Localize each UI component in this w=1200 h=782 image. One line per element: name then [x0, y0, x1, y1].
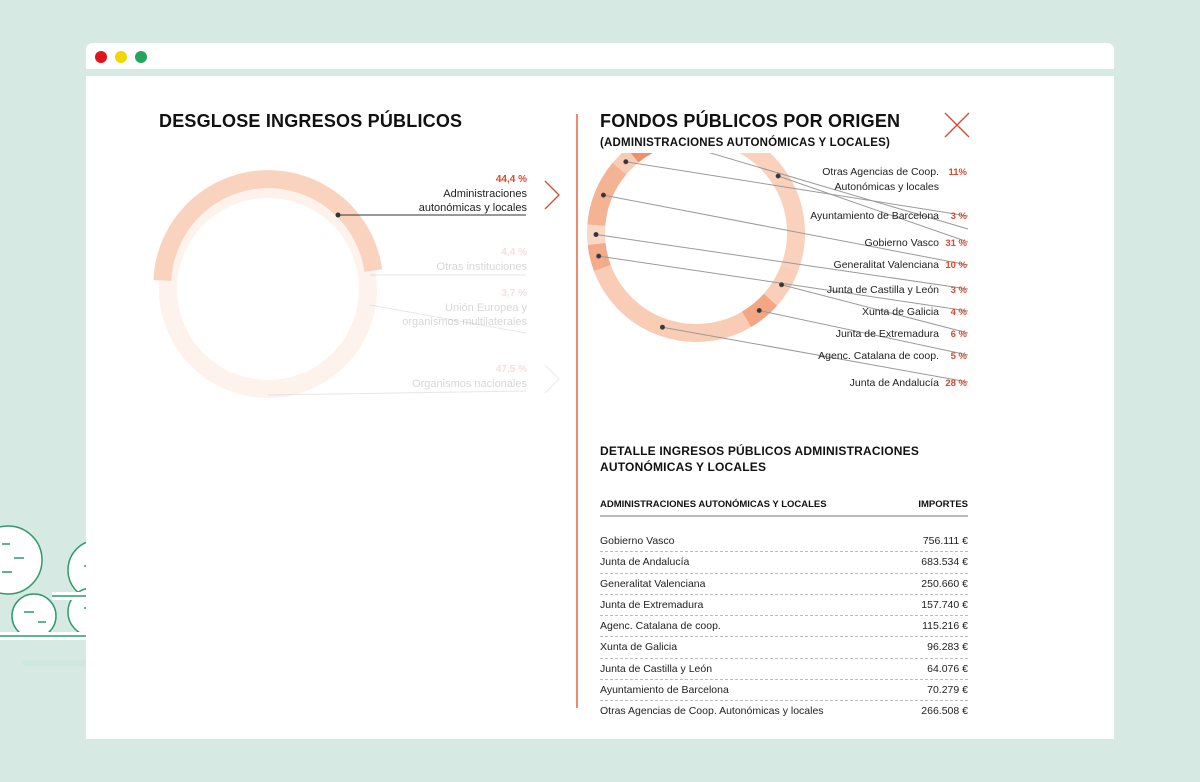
close-icon[interactable] [944, 112, 970, 138]
right-legend-item-gobierno-vasco[interactable]: Gobierno Vasco 31 % [864, 237, 967, 249]
table-header: ADMINISTRACIONES AUTONÓMICAS Y LOCALES I… [600, 499, 968, 517]
leader-dot-agenc-catalana [756, 307, 762, 313]
expand-administraciones-chevron[interactable] [544, 180, 560, 210]
section-divider [576, 114, 578, 708]
left-donut-chart [153, 170, 560, 398]
right-legend-item-otras-agencias[interactable]: Otras Agencias de Coop. 11% Autonómicas y… [822, 166, 967, 193]
leader-line-ayuntamiento-barcelona [625, 161, 969, 217]
detail-table: ADMINISTRACIONES AUTONÓMICAS Y LOCALES I… [600, 499, 968, 722]
leader-line-gobierno-vasco [777, 175, 969, 243]
right-legend-item-generalitat-valenciana[interactable]: Generalitat Valenciana 10 % [833, 259, 967, 271]
right-legend-item-agenc-catalana[interactable]: Agenc. Catalana de coop. 5 % [818, 350, 967, 362]
donut-segment-otras-agencias[interactable] [630, 153, 696, 163]
leader-line-junta-extremadura [781, 284, 969, 334]
leader-line-generalitat-valenciana [603, 194, 969, 266]
table-cell-amount: 64.076 € [927, 662, 968, 675]
right-section-title: FONDOS PÚBLICOS POR ORIGEN [600, 111, 901, 131]
table-row: Xunta de Galicia 96.283 € [600, 637, 968, 659]
browser-window: DESGLOSE INGRESOS PÚBLICOS 44,4 % Admini… [86, 43, 1114, 739]
table-cell-name: Junta de Castilla y León [600, 662, 713, 675]
table-cell-name: Junta de Extremadura [600, 598, 704, 611]
table-row: Junta de Castilla y León 64.076 € [600, 659, 968, 681]
table-cell-amount: 96.283 € [927, 641, 968, 654]
donut-segment-generalitat-valenciana[interactable] [587, 162, 627, 227]
right-donut-chart [587, 153, 969, 383]
table-cell-amount: 266.508 € [921, 705, 968, 718]
left-donut-faded-ring [159, 180, 377, 398]
donut-segment-gobierno-vasco[interactable] [696, 153, 805, 272]
column-header-name: ADMINISTRACIONES AUTONÓMICAS Y LOCALES [600, 499, 827, 510]
table-row: Generalitat Valenciana 250.660 € [600, 574, 968, 595]
table-cell-name: Xunta de Galicia [600, 641, 678, 654]
legend-item-administraciones[interactable]: 44,4 % Administraciones autonómicas y lo… [418, 174, 527, 214]
table-row: Otras Agencias de Coop. Autonómicas y lo… [600, 701, 968, 721]
legend-item-union-europea[interactable]: 3,7 % Unión Europea y organismos multila… [402, 288, 527, 328]
expand-organismos-chevron[interactable] [544, 364, 560, 394]
table-row: Junta de Andalucía 683.534 € [600, 552, 968, 574]
column-header-amount: IMPORTES [918, 499, 968, 510]
leader-dot-generalitat-valenciana [600, 192, 606, 198]
leader-line-junta-castilla-leon [595, 234, 969, 290]
leader-dot-junta-andalucia [659, 324, 665, 330]
table-cell-amount: 157.740 € [921, 598, 968, 611]
right-legend-item-junta-andalucia[interactable]: Junta de Andalucía 28 % [849, 377, 967, 389]
table-cell-amount: 70.279 € [927, 684, 968, 697]
table-cell-name: Agenc. Catalana de coop. [600, 620, 721, 633]
window-titlebar [86, 43, 1114, 76]
minimize-window-button[interactable] [115, 51, 127, 63]
table-cell-name: Junta de Andalucía [600, 556, 690, 569]
table-cell-name: Otras Agencias de Coop. Autonómicas y lo… [600, 705, 824, 718]
right-legend-item-junta-extremadura[interactable]: Junta de Extremadura 6 % [835, 328, 967, 340]
left-section-title: DESGLOSE INGRESOS PÚBLICOS [159, 111, 463, 131]
table-cell-name: Ayuntamiento de Barcelona [600, 684, 729, 697]
table-cell-amount: 683.534 € [921, 556, 968, 569]
table-row: Gobierno Vasco 756.111 € [600, 531, 968, 553]
leader-line-agenc-catalana [759, 309, 969, 356]
table-cell-amount: 756.111 € [922, 535, 968, 547]
leader-dot-administraciones [335, 212, 341, 218]
maximize-window-button[interactable] [135, 51, 147, 63]
donut-segment-junta-andalucia[interactable] [593, 264, 751, 342]
close-window-button[interactable] [95, 51, 107, 63]
legend-item-organismos-nacionales[interactable]: 47,5 % Organismos nacionales [412, 364, 527, 390]
right-legend-item-junta-castilla-leon[interactable]: Junta de Castilla y León 3 % [826, 284, 967, 296]
legend-item-otras-instituciones[interactable]: 4,4 % Otras instituciones [436, 247, 527, 273]
leader-line-junta-andalucia [662, 326, 969, 383]
table-body: Gobierno Vasco 756.111 € Junta de Andalucí… [600, 531, 968, 722]
right-legend-item-ayuntamiento-barcelona[interactable]: Ayuntamiento de Barcelona 3 % [810, 210, 967, 222]
leader-line-otras-agencias [708, 153, 969, 230]
leader-dot-xunta-galicia [596, 253, 602, 259]
leader-dot-junta-castilla-leon [593, 232, 599, 238]
table-row: Ayuntamiento de Barcelona 70.279 € [600, 680, 968, 702]
right-section-subtitle: (ADMINISTRACIONES AUTONÓMICAS Y LOCALES) [600, 137, 890, 149]
table-row: Agenc. Catalana de coop. 115.216 € [600, 616, 968, 638]
table-cell-amount: 250.660 € [921, 577, 968, 590]
leader-dot-ayuntamiento-barcelona [623, 159, 629, 165]
leader-dot-junta-extremadura [779, 282, 785, 288]
left-donut-segment-administraciones[interactable] [153, 170, 383, 281]
table-cell-amount: 115.216 € [922, 620, 968, 633]
detail-section-title: DETALLE INGRESOS PÚBLICOS ADMINISTRACION… [600, 444, 920, 474]
leader-dot-gobierno-vasco [775, 173, 781, 179]
table-cell-name: Gobierno Vasco [600, 535, 675, 547]
table-row: Junta de Extremadura 157.740 € [600, 595, 968, 617]
right-legend-item-xunta-galicia[interactable]: Xunta de Galicia 4 % [861, 306, 967, 318]
table-cell-name: Generalitat Valenciana [600, 577, 706, 590]
